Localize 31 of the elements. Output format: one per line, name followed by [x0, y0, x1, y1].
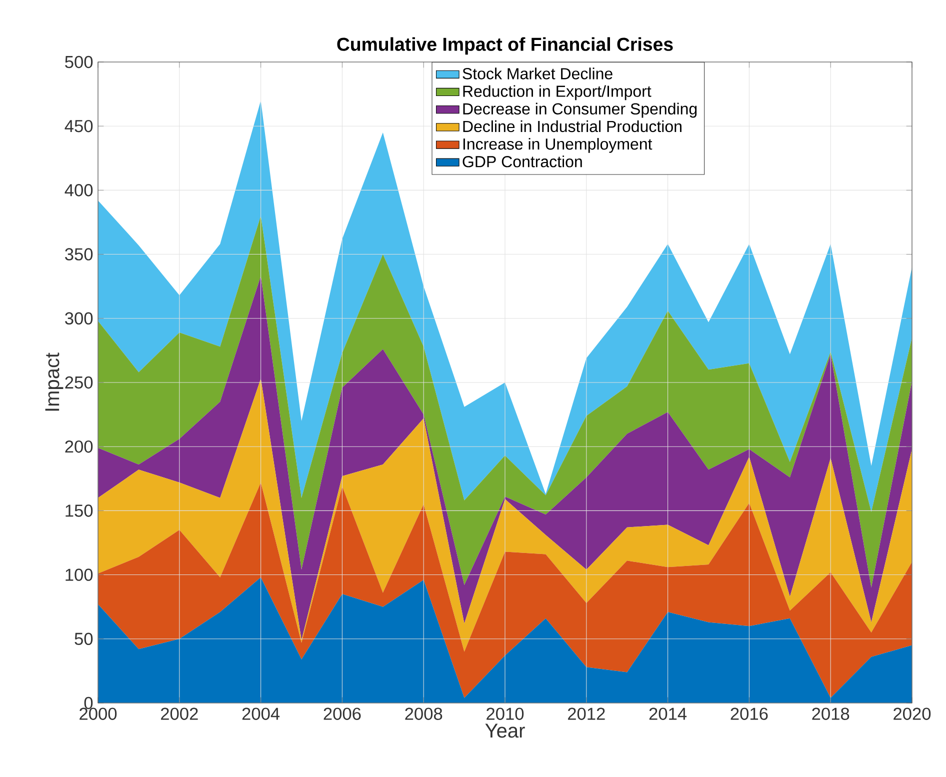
x-tick-label: 2018	[812, 708, 850, 720]
legend-label: Reduction in Export/Import	[463, 85, 652, 100]
y-tick-label: 250	[65, 376, 93, 389]
legend-label: Increase in Unemployment	[463, 138, 652, 153]
y-tick-label: 300	[65, 312, 93, 325]
y-tick-label: 100	[66, 568, 93, 581]
y-tick-label: 0	[84, 696, 93, 710]
x-tick-label: 2020	[894, 708, 931, 720]
y-tick-label: 500	[65, 56, 93, 68]
chart-title: Cumulative Impact of Financial Crises	[337, 37, 673, 55]
legend-label: Stock Market Decline	[462, 68, 612, 80]
y-tick-label: 400	[64, 184, 93, 196]
legend-label: Decrease in Consumer Spending	[463, 102, 697, 118]
x-tick-label: 2006	[324, 708, 361, 720]
legend-label: Decline in Industrial Production	[463, 120, 682, 132]
x-tick-label: 2016	[730, 708, 768, 720]
x-tick-label: 2012	[568, 708, 605, 720]
y-tick-label: 450	[64, 120, 93, 132]
x-axis-title: Year	[485, 724, 525, 738]
y-tick-label: 200	[65, 440, 93, 453]
x-tick-label: 2014	[649, 708, 687, 720]
y-axis-title: Impact	[45, 352, 64, 411]
x-tick-label: 2008	[405, 708, 442, 720]
x-tick-label: 2000	[80, 708, 117, 720]
y-tick-label: 50	[74, 632, 93, 646]
y-tick-label: 350	[65, 248, 93, 260]
legend-label: GDP Contraction	[462, 156, 582, 168]
y-tick-label: 150	[66, 504, 93, 517]
x-tick-label: 2002	[161, 708, 198, 720]
x-tick-label: 2010	[486, 708, 524, 720]
x-tick-label: 2004	[242, 708, 280, 720]
